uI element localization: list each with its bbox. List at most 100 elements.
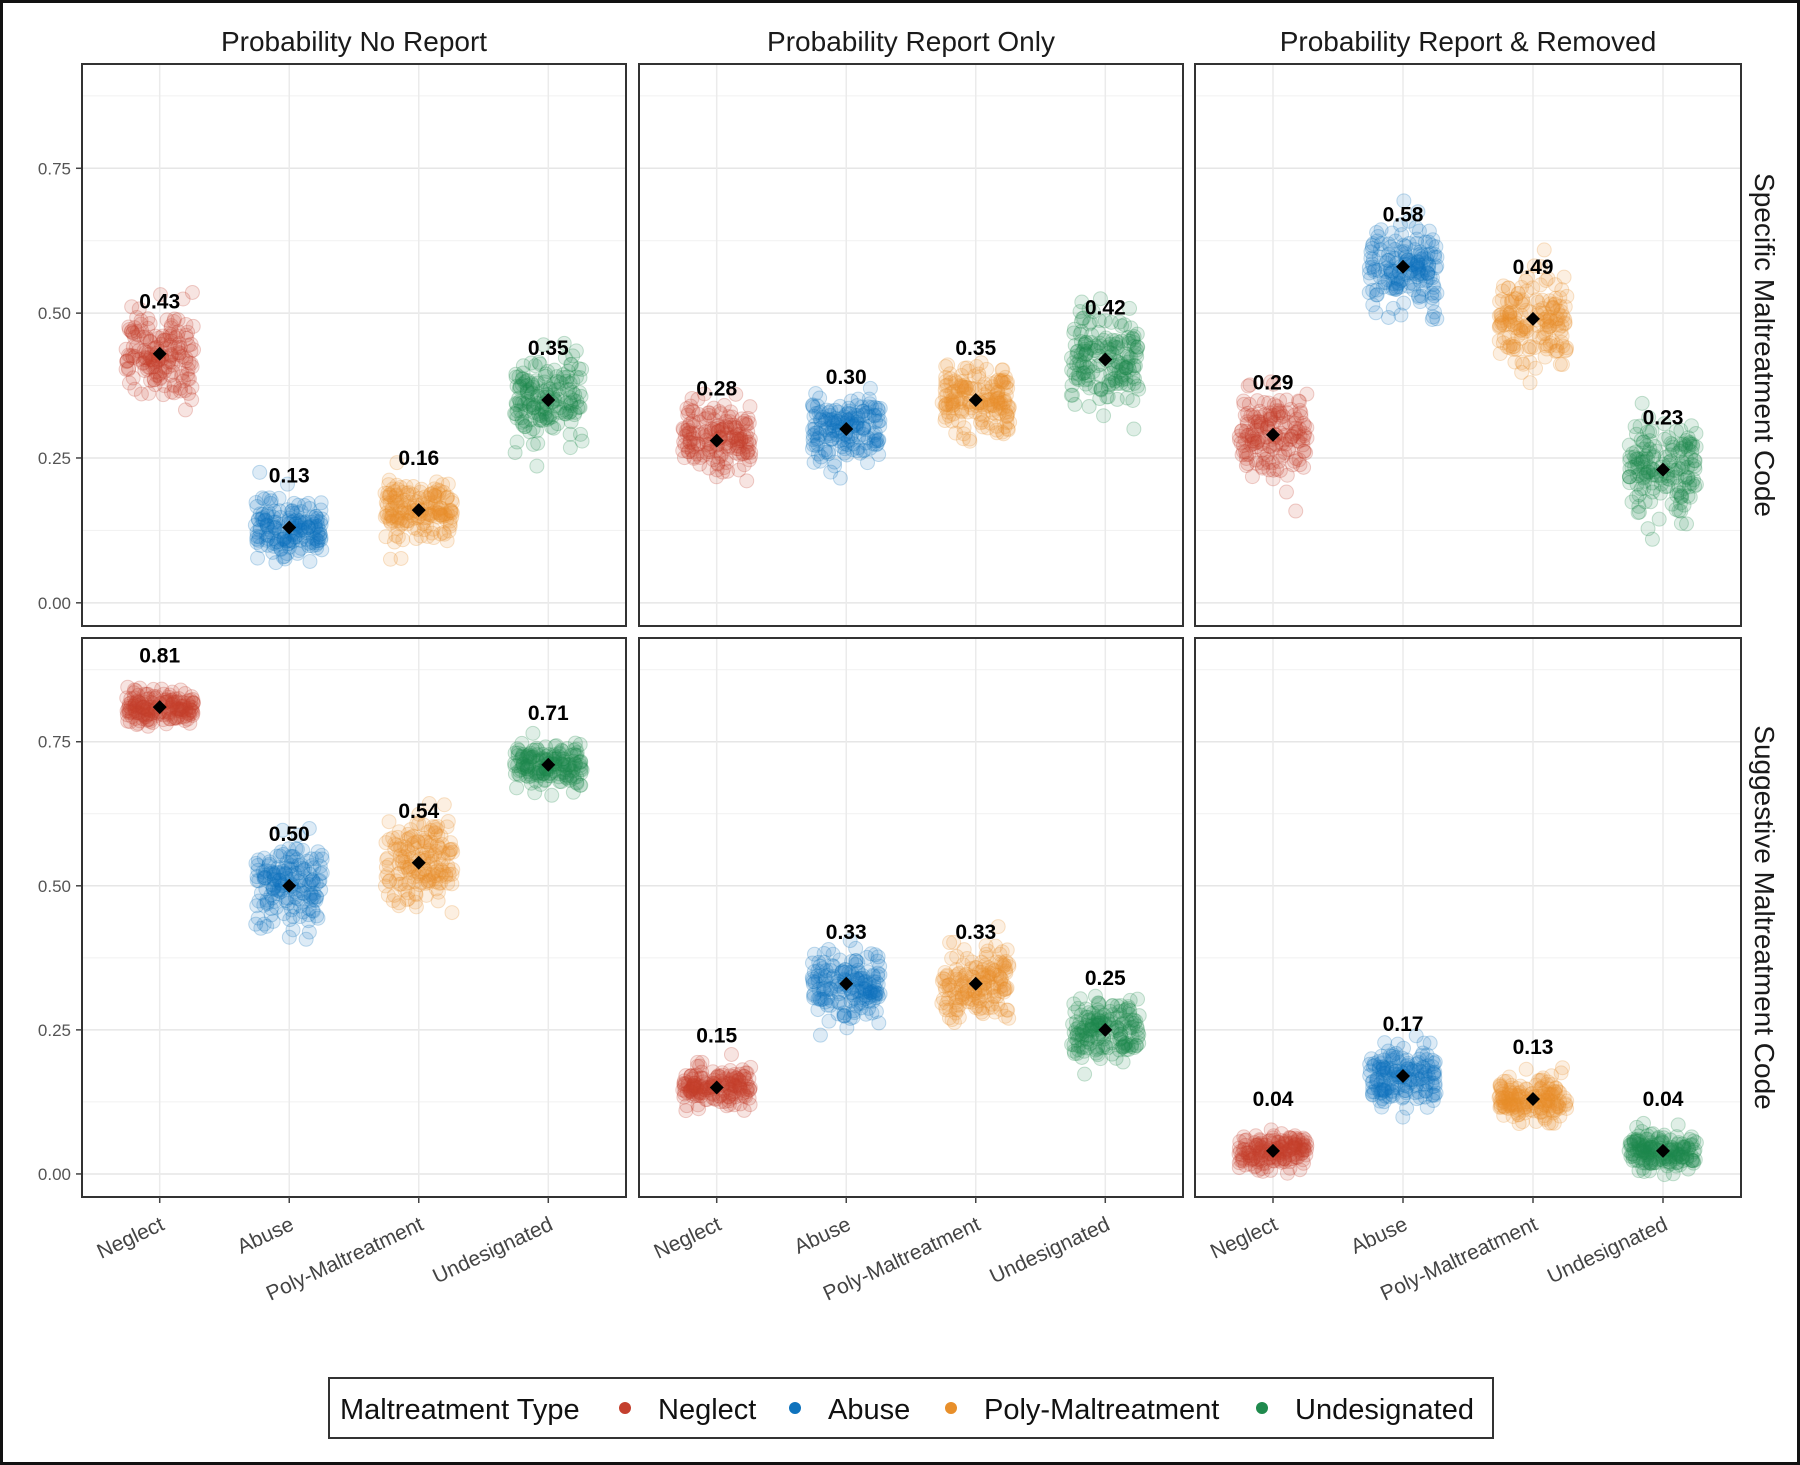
jitter-point: [718, 439, 734, 455]
jitter-point: [284, 503, 300, 519]
jitter-point: [562, 375, 578, 391]
jitter-point: [855, 407, 871, 423]
jitter-point: [439, 490, 455, 506]
jitter-point: [530, 395, 546, 411]
jitter-point: [161, 353, 177, 369]
jitter-point: [387, 493, 403, 509]
jitter-point: [701, 442, 717, 458]
jitter-point: [390, 529, 406, 545]
jitter-point: [996, 375, 1012, 391]
jitter-point: [552, 745, 568, 761]
jitter-point: [1278, 484, 1294, 500]
jitter-point: [1287, 1140, 1303, 1156]
jitter-point: [518, 403, 534, 419]
mean-value-label: 0.29: [1253, 372, 1294, 395]
jitter-point: [729, 438, 745, 454]
jitter-point: [307, 516, 323, 532]
jitter-point: [179, 330, 195, 346]
jitter-point: [855, 403, 871, 419]
jitter-point: [146, 372, 162, 388]
jitter-point: [741, 434, 757, 450]
mean-value-label: 0.16: [398, 447, 439, 470]
jitter-point: [382, 551, 398, 567]
jitter-point: [427, 488, 443, 504]
jitter-point: [305, 530, 321, 546]
jitter-point: [558, 406, 574, 422]
jitter-point: [433, 526, 449, 542]
jitter-point: [147, 359, 163, 375]
jitter-point: [304, 514, 320, 530]
jitter-point: [379, 505, 395, 521]
jitter-point: [706, 400, 722, 416]
jitter-point: [292, 515, 308, 531]
jitter-point: [266, 514, 282, 530]
jitter-point: [849, 416, 865, 432]
jitter-point: [872, 413, 888, 429]
jitter-point: [871, 447, 887, 463]
jitter-point: [1670, 1117, 1686, 1133]
mean-value-label: 0.04: [1643, 1088, 1684, 1111]
jitter-point: [821, 405, 837, 421]
jitter-point: [722, 420, 738, 436]
jitter-point: [568, 343, 584, 359]
jitter-point: [739, 417, 755, 433]
jitter-point: [139, 331, 155, 347]
jitter-point: [558, 395, 574, 411]
jitter-point: [508, 369, 524, 385]
jitter-point: [806, 408, 822, 424]
jitter-point: [1650, 1131, 1666, 1147]
jitter-point: [260, 537, 276, 553]
jitter-point: [439, 490, 455, 506]
jitter-point: [682, 425, 698, 441]
jitter-group-poly-maltreatment: [377, 455, 460, 567]
jitter-point: [838, 407, 854, 423]
jitter-point: [1064, 1036, 1080, 1052]
jitter-point: [565, 384, 581, 400]
jitter-point: [818, 422, 834, 438]
jitter-point: [508, 366, 524, 382]
jitter-point: [534, 401, 550, 417]
jitter-point: [574, 433, 590, 449]
jitter-point: [162, 328, 178, 344]
jitter-point: [444, 509, 460, 525]
jitter-point: [309, 533, 325, 549]
jitter-point: [956, 942, 972, 958]
jitter-point: [142, 333, 158, 349]
jitter-point: [398, 479, 414, 495]
y-tick-label: 0.00: [38, 1165, 71, 1184]
jitter-point: [821, 426, 837, 442]
jitter-point: [519, 378, 535, 394]
jitter-point: [424, 507, 440, 523]
jitter-point: [266, 519, 282, 535]
jitter-point: [147, 356, 163, 372]
jitter-point: [870, 432, 886, 448]
jitter-point: [251, 529, 267, 545]
mean-marker: [411, 503, 426, 518]
jitter-point: [843, 393, 859, 409]
panel-background: [82, 64, 626, 626]
jitter-point: [691, 406, 707, 422]
x-tick-label: Neglect: [94, 1213, 168, 1264]
jitter-point: [978, 949, 994, 965]
jitter-point: [280, 890, 296, 906]
jitter-point: [1501, 1069, 1517, 1085]
jitter-point: [863, 946, 879, 962]
jitter-point: [425, 505, 441, 521]
jitter-point: [517, 396, 533, 412]
jitter-point: [573, 426, 589, 442]
jitter-point: [817, 442, 833, 458]
jitter-point: [167, 340, 183, 356]
jitter-point: [527, 358, 543, 374]
jitter-point: [823, 403, 839, 419]
jitter-point: [1542, 310, 1558, 326]
jitter-point: [302, 501, 318, 517]
jitter-point: [1399, 1100, 1415, 1116]
jitter-point: [858, 435, 874, 451]
jitter-point: [539, 411, 555, 427]
jitter-point: [443, 502, 459, 518]
jitter-point: [383, 515, 399, 531]
x-tick-label: Abuse: [234, 1213, 298, 1259]
jitter-point: [176, 698, 192, 714]
jitter-point: [566, 770, 582, 786]
jitter-group-abuse: [247, 464, 330, 571]
